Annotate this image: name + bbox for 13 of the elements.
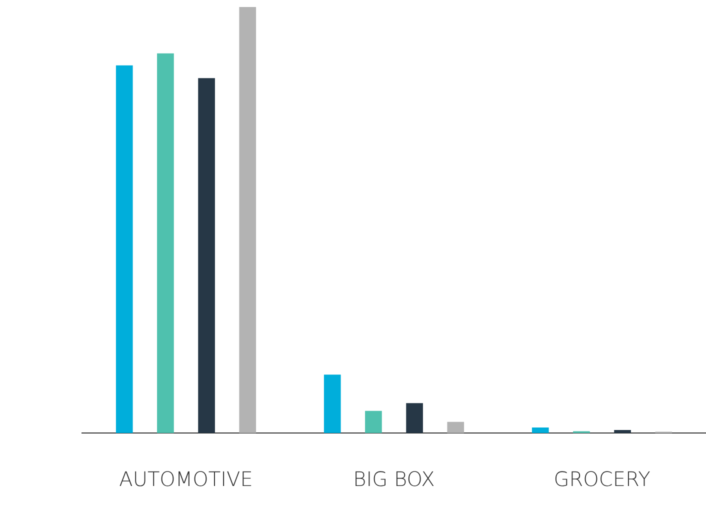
bar [614,430,631,433]
x-tick-label: GROCERY [554,467,650,492]
bar [365,410,382,433]
bar [116,65,133,433]
bar [198,78,215,433]
bar [157,53,174,433]
x-tick-label: BIG BOX [353,467,435,492]
bar [324,374,341,433]
bar [239,7,256,433]
x-tick-label: AUTOMOTIVE [119,467,253,492]
bar [406,403,423,433]
bar [532,427,549,433]
bar [447,422,464,433]
